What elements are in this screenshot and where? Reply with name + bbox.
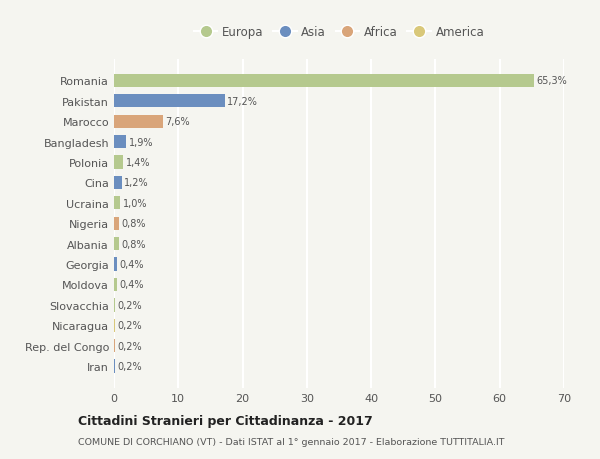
Text: 0,4%: 0,4% [119,259,143,269]
Bar [114,319,115,332]
Text: 0,2%: 0,2% [118,361,142,371]
Bar [114,95,224,108]
Legend: Europa, Asia, Africa, America: Europa, Asia, Africa, America [190,23,488,43]
Text: 1,9%: 1,9% [129,137,153,147]
Bar [114,156,123,169]
Text: COMUNE DI CORCHIANO (VT) - Dati ISTAT al 1° gennaio 2017 - Elaborazione TUTTITAL: COMUNE DI CORCHIANO (VT) - Dati ISTAT al… [78,437,505,446]
Bar [114,176,122,190]
Bar [114,299,115,312]
Bar [114,136,126,149]
Bar [114,217,119,230]
Text: 1,4%: 1,4% [125,158,150,168]
Bar [114,339,115,353]
Bar [114,278,116,291]
Text: 0,2%: 0,2% [118,320,142,330]
Bar [114,115,163,129]
Bar [114,237,119,251]
Text: 1,0%: 1,0% [123,198,148,208]
Text: 0,2%: 0,2% [118,300,142,310]
Text: 17,2%: 17,2% [227,96,258,106]
Text: 0,8%: 0,8% [122,239,146,249]
Text: 0,4%: 0,4% [119,280,143,290]
Bar [114,258,116,271]
Text: 65,3%: 65,3% [536,76,567,86]
Bar [114,360,115,373]
Text: 0,2%: 0,2% [118,341,142,351]
Text: 0,8%: 0,8% [122,219,146,229]
Text: Cittadini Stranieri per Cittadinanza - 2017: Cittadini Stranieri per Cittadinanza - 2… [78,414,373,428]
Bar [114,75,534,88]
Text: 1,2%: 1,2% [124,178,149,188]
Bar [114,197,121,210]
Text: 7,6%: 7,6% [166,117,190,127]
